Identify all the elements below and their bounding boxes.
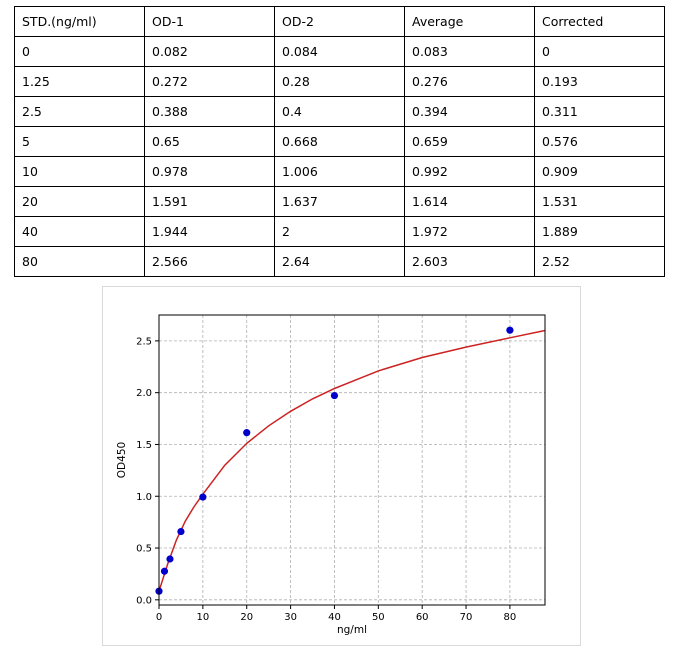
table-cell: 0.978 — [144, 156, 275, 187]
table-row: 20 1.591 1.637 1.614 1.531 — [14, 186, 665, 217]
table-cell: 0.4 — [274, 96, 405, 127]
table-cell: 40 — [14, 216, 145, 247]
data-point — [199, 493, 207, 501]
data-point — [330, 391, 339, 400]
table-cell: 0.668 — [274, 126, 405, 157]
table-cell: 2.566 — [144, 246, 275, 277]
x-tick-label: 80 — [504, 612, 517, 623]
header-corrected: Corrected — [534, 6, 665, 37]
table-row: 0 0.082 0.084 0.083 0 — [14, 36, 665, 67]
table-cell: 0.394 — [404, 96, 535, 127]
x-tick-label: 30 — [284, 612, 297, 623]
table-body: 0 0.082 0.084 0.083 0 1.25 0.272 0.28 0.276 0.193… — [14, 36, 665, 277]
y-tick-label: 0.5 — [136, 544, 152, 555]
table-cell: 5 — [14, 126, 145, 157]
table-cell: 0.084 — [274, 36, 405, 67]
table-cell: 0.311 — [534, 96, 665, 127]
table-cell: 1.25 — [14, 66, 145, 97]
header-od2: OD-2 — [274, 6, 405, 37]
y-tick-label: 2.0 — [136, 388, 152, 399]
header-od1: OD-1 — [144, 6, 275, 37]
header-average: Average — [404, 6, 535, 37]
data-point — [243, 429, 251, 437]
table-cell: 1.006 — [274, 156, 405, 187]
table-row: 5 0.65 0.668 0.659 0.576 — [14, 126, 665, 157]
table-cell: 1.591 — [144, 186, 275, 217]
table-row: 2.5 0.388 0.4 0.394 0.311 — [14, 96, 665, 127]
table-header-row: STD.(ng/ml) OD-1 OD-2 Average Corrected — [14, 6, 665, 37]
y-axis-label: OD450 — [116, 442, 128, 478]
table-cell: 0.659 — [404, 126, 535, 157]
standard-curve-chart: 0 10 20 30 40 50 60 70 80 0.0 0.5 1.0 1.5 2.0 2.5 ng/… — [102, 286, 581, 646]
table-cell: 0 — [14, 36, 145, 67]
table-cell: 10 — [14, 156, 145, 187]
data-point — [177, 527, 185, 536]
table-cell: 1.972 — [404, 216, 535, 247]
data-point — [166, 555, 174, 563]
table-cell: 0.28 — [274, 66, 405, 97]
y-tick-label: 0.0 — [136, 595, 152, 606]
table-cell: 1.637 — [274, 186, 405, 217]
table-cell: 0.193 — [534, 66, 665, 97]
table-row: 1.25 0.272 0.28 0.276 0.193 — [14, 66, 665, 97]
table-cell: 0.272 — [144, 66, 275, 97]
x-axis-ticks: 0 10 20 30 40 50 60 70 80 — [156, 605, 516, 623]
table-cell: 0.992 — [404, 156, 535, 187]
table-cell: 1.944 — [144, 216, 275, 247]
table-cell: 0 — [534, 36, 665, 67]
standards-table: STD.(ng/ml) OD-1 OD-2 Average Corrected … — [14, 6, 665, 277]
table-row: 10 0.978 1.006 0.992 0.909 — [14, 156, 665, 187]
table-cell: 1.889 — [534, 216, 665, 247]
x-tick-label: 40 — [328, 612, 341, 623]
table-cell: 0.083 — [404, 36, 535, 67]
grid-lines — [158, 315, 545, 605]
table-cell: 80 — [14, 246, 145, 277]
table-cell: 0.388 — [144, 96, 275, 127]
x-tick-label: 20 — [240, 612, 253, 623]
table-cell: 0.65 — [144, 126, 275, 157]
y-axis-ticks: 0.0 0.5 1.0 1.5 2.0 2.5 — [136, 336, 159, 606]
y-tick-label: 1.5 — [136, 440, 152, 451]
chart-svg: 0 10 20 30 40 50 60 70 80 0.0 0.5 1.0 1.5 2.0 2.5 ng/… — [116, 314, 546, 636]
table-cell: 2.52 — [534, 246, 665, 277]
table-cell: 2.603 — [404, 246, 535, 277]
fit-curve-layer — [158, 329, 546, 592]
table-cell: 1.614 — [404, 186, 535, 217]
table-cell: 0.576 — [534, 126, 665, 157]
table-row: 80 2.566 2.64 2.603 2.52 — [14, 246, 665, 277]
table-cell: 20 — [14, 186, 145, 217]
table-cell: 2.64 — [274, 246, 405, 277]
x-tick-label: 0 — [156, 612, 162, 623]
y-tick-label: 2.5 — [136, 336, 152, 347]
plot-area — [159, 315, 545, 605]
header-std: STD.(ng/ml) — [14, 6, 145, 37]
x-tick-label: 60 — [416, 612, 429, 623]
y-tick-label: 1.0 — [136, 492, 152, 503]
plot-border — [158, 314, 546, 606]
table-cell: 0.276 — [404, 66, 535, 97]
x-tick-label: 10 — [196, 612, 209, 623]
data-point — [160, 567, 169, 575]
table-cell: 2 — [274, 216, 405, 247]
x-tick-label: 70 — [460, 612, 473, 623]
x-axis-label: ng/ml — [337, 624, 367, 636]
table-cell: 1.531 — [534, 186, 665, 217]
table-cell: 2.5 — [14, 96, 145, 127]
table-cell: 0.909 — [534, 156, 665, 187]
table-cell: 0.082 — [144, 36, 275, 67]
x-tick-label: 50 — [372, 612, 385, 623]
table-row: 40 1.944 2 1.972 1.889 — [14, 216, 665, 247]
data-point — [506, 326, 514, 334]
fit-curve — [158, 329, 546, 592]
